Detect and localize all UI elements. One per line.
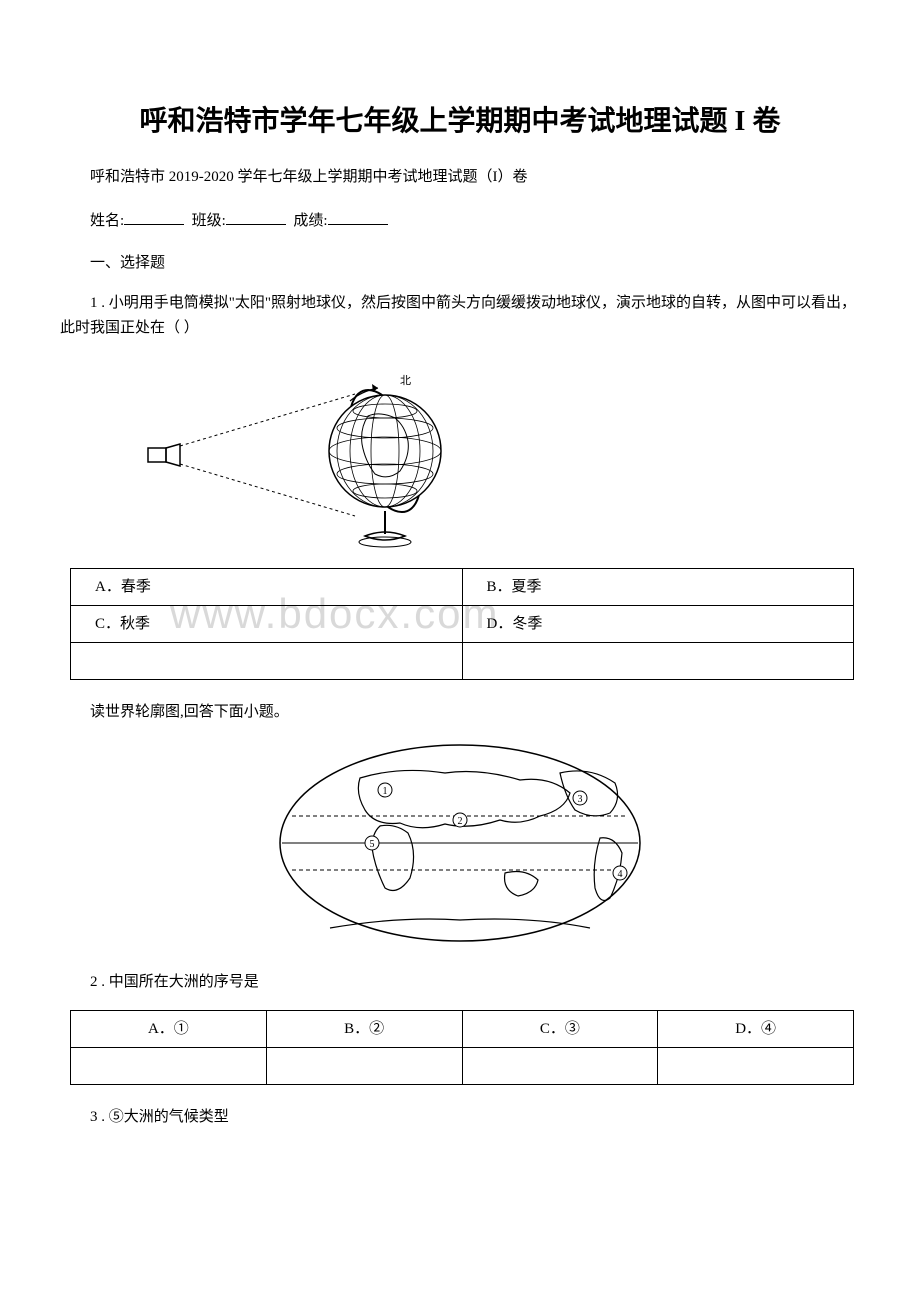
svg-text:1: 1 [383, 786, 388, 797]
question-1-options-table: A．春季 B．夏季 C．秋季 D．冬季 [70, 568, 854, 680]
table-row [71, 642, 854, 679]
option-c[interactable]: C．秋季 [71, 605, 463, 642]
empty-cell [266, 1047, 462, 1084]
option-c[interactable]: C．③ [462, 1010, 658, 1047]
option-d[interactable]: D．冬季 [462, 605, 854, 642]
subtitle: 呼和浩特市 2019-2020 学年七年级上学期期中考试地理试题（I）卷 [60, 165, 860, 189]
empty-cell [658, 1047, 854, 1084]
svg-text:北: 北 [400, 374, 411, 387]
figure-2-world-map: 1 2 3 4 5 [60, 738, 860, 957]
question-1-text: 1 . 小明用手电筒模拟"太阳"照射地球仪，然后按图中箭头方向缓缓拨动地球仪，演… [60, 291, 860, 342]
class-label: 班级: [192, 213, 226, 229]
table-row: A．① B．② C．③ D．④ [71, 1010, 854, 1047]
question-3-text: 3 . ⑤大洲的气候类型 [60, 1105, 860, 1131]
name-label: 姓名: [90, 213, 124, 229]
table-row: C．秋季 D．冬季 [71, 605, 854, 642]
empty-cell [71, 1047, 267, 1084]
empty-cell [462, 1047, 658, 1084]
option-a[interactable]: A．① [71, 1010, 267, 1047]
svg-text:5: 5 [370, 839, 375, 850]
question-2-options-table: A．① B．② C．③ D．④ [70, 1010, 854, 1085]
empty-cell [462, 642, 854, 679]
name-blank[interactable] [124, 207, 184, 225]
table-row: A．春季 B．夏季 [71, 568, 854, 605]
svg-text:3: 3 [578, 794, 583, 805]
score-label: 成绩: [293, 213, 327, 229]
option-b[interactable]: B．夏季 [462, 568, 854, 605]
figure-1-flashlight-globe: 北 [140, 356, 860, 556]
question-2-text: 2 . 中国所在大洲的序号是 [60, 970, 860, 996]
section-1-label: 一、选择题 [60, 251, 860, 275]
student-info-line: 姓名: 班级: 成绩: [60, 207, 860, 233]
svg-text:4: 4 [618, 869, 623, 880]
score-blank[interactable] [328, 207, 388, 225]
table-row [71, 1047, 854, 1084]
class-blank[interactable] [226, 207, 286, 225]
reading-note: 读世界轮廓图,回答下面小题。 [60, 700, 860, 724]
svg-text:2: 2 [458, 816, 463, 827]
option-b[interactable]: B．② [266, 1010, 462, 1047]
empty-cell [71, 642, 463, 679]
option-a[interactable]: A．春季 [71, 568, 463, 605]
page-title: 呼和浩特市学年七年级上学期期中考试地理试题 I 卷 [60, 100, 860, 145]
option-d[interactable]: D．④ [658, 1010, 854, 1047]
